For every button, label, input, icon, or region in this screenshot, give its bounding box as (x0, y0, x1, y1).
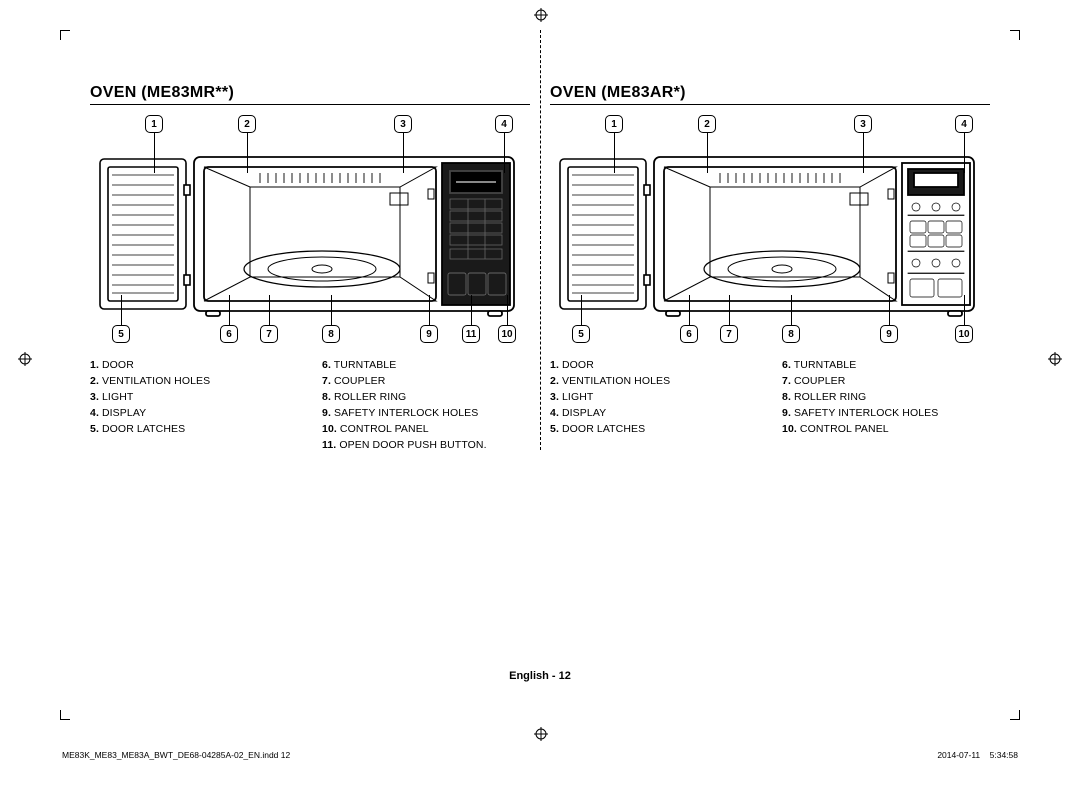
registration-mark-top (534, 8, 548, 25)
legend-item: 3. LIGHT (550, 391, 758, 403)
callout-number: 4 (955, 115, 973, 133)
legend-item: 7. COUPLER (782, 375, 990, 387)
callout-number: 5 (112, 325, 130, 343)
leader-line (507, 295, 508, 325)
legend-item: 2. VENTILATION HOLES (90, 375, 298, 387)
legend-item: 1. DOOR (550, 359, 758, 371)
callout-number: 9 (420, 325, 438, 343)
leader-line (229, 295, 230, 325)
callout-number: 3 (394, 115, 412, 133)
job-info-line: ME83K_ME83_ME83A_BWT_DE68-04285A-02_EN.i… (62, 750, 1018, 760)
model-section-right: OVEN (ME83AR*) 1 2 3 4 (550, 84, 990, 455)
legend-item: 4. DISPLAY (90, 407, 298, 419)
registration-mark-bottom (534, 727, 548, 744)
leader-line (729, 295, 730, 325)
legend-item: 9. SAFETY INTERLOCK HOLES (322, 407, 530, 419)
leader-line (614, 133, 615, 173)
leader-line (269, 295, 270, 325)
callout-number: 6 (220, 325, 238, 343)
column-divider (540, 30, 541, 450)
leader-line (707, 133, 708, 173)
callout-number: 6 (680, 325, 698, 343)
legend-item: 10. CONTROL PANEL (322, 423, 530, 435)
legend-item: 9. SAFETY INTERLOCK HOLES (782, 407, 990, 419)
leader-line (791, 295, 792, 325)
registration-mark-right (1048, 352, 1062, 369)
oven-diagram-left: 1 2 3 4 (90, 115, 530, 355)
leader-line (964, 295, 965, 325)
legend-item: 5. DOOR LATCHES (550, 423, 758, 435)
callout-number: 2 (238, 115, 256, 133)
registration-mark-left (18, 352, 32, 369)
legend-item: 3. LIGHT (90, 391, 298, 403)
callout-number: 5 (572, 325, 590, 343)
legend-item: 8. ROLLER RING (322, 391, 530, 403)
model-section-left: OVEN (ME83MR**) 1 2 3 4 (90, 84, 530, 455)
legend-item: 6. TURNTABLE (782, 359, 990, 371)
job-time: 5:34:58 (990, 750, 1018, 760)
leader-line (247, 133, 248, 173)
callout-number: 4 (495, 115, 513, 133)
page-content: OVEN (ME83MR**) 1 2 3 4 (60, 30, 1020, 720)
callout-number: 8 (322, 325, 340, 343)
callout-number: 7 (720, 325, 738, 343)
parts-legend: 1. DOOR 2. VENTILATION HOLES 3. LIGHT 4. DI… (550, 359, 990, 439)
leader-line (964, 133, 965, 173)
leader-line (154, 133, 155, 173)
leader-line (331, 295, 332, 325)
section-title: OVEN (ME83AR*) (550, 84, 990, 105)
legend-item: 7. COUPLER (322, 375, 530, 387)
parts-legend: 1. DOOR 2. VENTILATION HOLES 3. LIGHT 4. DI… (90, 359, 530, 455)
leader-line (863, 133, 864, 173)
legend-item: 2. VENTILATION HOLES (550, 375, 758, 387)
leader-line (121, 295, 122, 325)
callout-number: 10 (955, 325, 973, 343)
section-title: OVEN (ME83MR**) (90, 84, 530, 105)
callout-number: 7 (260, 325, 278, 343)
callout-number: 3 (854, 115, 872, 133)
callout-number: 2 (698, 115, 716, 133)
callout-number: 9 (880, 325, 898, 343)
job-date: 2014-07-11 (937, 750, 980, 760)
job-file: ME83K_ME83_ME83A_BWT_DE68-04285A-02_EN.i… (62, 750, 290, 760)
leader-line (403, 133, 404, 173)
leader-line (689, 295, 690, 325)
legend-item: 11. OPEN DOOR PUSH BUTTON. (322, 439, 530, 451)
legend-item: 6. TURNTABLE (322, 359, 530, 371)
leader-line (429, 295, 430, 325)
leader-line (889, 295, 890, 325)
leader-line (471, 295, 472, 325)
oven-diagram-right: 1 2 3 4 (550, 115, 990, 355)
legend-item: 1. DOOR (90, 359, 298, 371)
callout-number: 10 (498, 325, 516, 343)
callout-number: 1 (605, 115, 623, 133)
callout-number: 11 (462, 325, 480, 343)
legend-item: 5. DOOR LATCHES (90, 423, 298, 435)
callout-number: 8 (782, 325, 800, 343)
leader-line (504, 133, 505, 173)
legend-item: 8. ROLLER RING (782, 391, 990, 403)
legend-item: 4. DISPLAY (550, 407, 758, 419)
leader-line (581, 295, 582, 325)
callout-number: 1 (145, 115, 163, 133)
page-footer: English - 12 (60, 670, 1020, 682)
legend-item: 10. CONTROL PANEL (782, 423, 990, 435)
